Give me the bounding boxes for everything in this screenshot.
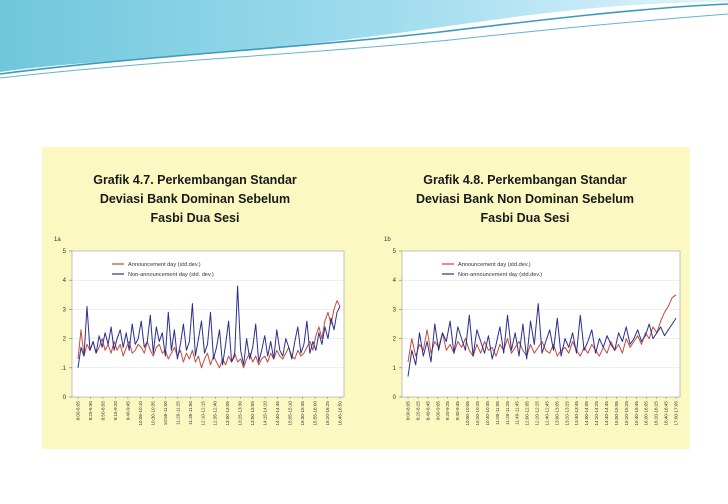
chart-1-y-tick-label: 3 xyxy=(63,307,67,313)
header-wave xyxy=(0,0,728,72)
chart-1-x-tick-label: 12:35-12:40 xyxy=(213,401,218,426)
chart-2-x-tick-label: 16:20-16:25 xyxy=(654,401,659,426)
chart-2-x-tick-label: 15:20-15:25 xyxy=(624,401,629,426)
chart-1: 1a 0 .1 2 3 4 5 8:00-8:05 8:25-8:30 8:50-8:55 9:15… xyxy=(54,237,345,426)
chart-1-x-tick-label: 8:50-8:55 xyxy=(100,401,105,421)
chart-2-x-tick-label: 14:00-14:05 xyxy=(584,401,589,426)
chart-2-x-tick-label: 13:00-13:05 xyxy=(554,401,559,426)
chart-2-x-tick-label: 11:20-11:25 xyxy=(505,401,510,425)
header-wave-line-1 xyxy=(0,3,728,75)
chart-2-y-tick-label: 4 xyxy=(393,278,397,284)
chart-2-title-line-1: Grafik 4.8. Perkembangan Standar xyxy=(423,173,627,187)
chart-2-legend-label-2: Non-announcement day (std.dev.) xyxy=(458,272,542,278)
chart-2-x-tick-label: 12:40-12:45 xyxy=(544,401,549,426)
chart-1-x-tick-label: 14:40-14:45 xyxy=(275,401,280,426)
chart-panel: Grafik 4.7. Perkembangan Standar Deviasi… xyxy=(42,147,690,449)
chart-1-title-line-1: Grafik 4.7. Perkembangan Standar xyxy=(93,173,297,187)
chart-1-x-tick-label: 14:15-14:20 xyxy=(263,401,268,426)
chart-2-x-tick-label: 8:20-8:25 xyxy=(415,401,420,421)
chart-2-legend-label-1: Announcement day (std.dev.) xyxy=(458,262,531,268)
chart-1-x-tick-label: 9:15-9:20 xyxy=(113,401,118,421)
chart-2-x-tick-label: 9:40-9:45 xyxy=(455,401,460,421)
chart-2-x-tick-label: 8:00-8:05 xyxy=(406,401,411,421)
chart-1-x-tick-label: 9:40-9:45 xyxy=(125,401,130,421)
chart-1-y-tick-label: 0 xyxy=(63,395,67,401)
chart-1-title-line-3: Fasbi Dua Sesi xyxy=(150,211,240,225)
chart-1-y-tick-label: 2 xyxy=(63,337,67,343)
header-wave-line-2 xyxy=(0,13,728,79)
chart-2-x-tick-label: 9:20-9:25 xyxy=(445,401,450,421)
chart-2-x-tick-label: 8:40-8:45 xyxy=(425,401,430,421)
chart-2-y-tick-label: 0 xyxy=(393,395,397,401)
chart-2-x-tick-label: 11:40-11:45 xyxy=(515,401,520,425)
chart-2-title: Grafik 4.8. Perkembangan Standar Deviasi… xyxy=(380,171,670,228)
chart-2-x-tick-label: 10:40-10:45 xyxy=(485,401,490,426)
chart-1-x-tick-label: 10:05-10:10 xyxy=(138,401,143,426)
chart-1-x-tick-label: 10:30-10:35 xyxy=(150,401,155,426)
chart-2-series-1-line xyxy=(407,294,677,363)
chart-2-plot-area xyxy=(401,250,681,398)
chart-1-y-tick-label: 4 xyxy=(63,278,67,284)
chart-1-x-tick-label: 13:00-13:05 xyxy=(225,401,230,426)
chart-2-x-tick-label: 9:00-9:05 xyxy=(435,401,440,421)
chart-2-x-tick-label: 13:20-13:25 xyxy=(564,401,569,426)
chart-2-y-tick-label: 2 xyxy=(393,337,397,343)
chart-1-y-tick-label: .1 xyxy=(61,366,67,372)
chart-2: 1b 0 1 2 3 4 5 8:00-8:05 8:20-8:25 8:40-8:45 9:00-… xyxy=(384,237,681,426)
chart-2-title-line-3: Fasbi Dua Sesi xyxy=(480,211,570,225)
chart-2-x-tick-label: 10:20-10:25 xyxy=(475,401,480,426)
chart-2-x-tick-label: 14:40-14:45 xyxy=(604,401,609,426)
chart-1-x-tick-label: 8:00-8:05 xyxy=(76,401,81,421)
chart-2-panel-label: 1b xyxy=(384,237,391,243)
chart-2-x-tick-label: 16:40-16:45 xyxy=(664,401,669,426)
chart-1-series-2-line xyxy=(77,285,341,368)
chart-2-x-tick-label: 14:20-14:25 xyxy=(594,401,599,426)
chart-1-y-tick-label: 5 xyxy=(63,249,67,255)
chart-2-x-tick-label: 13:40-13:45 xyxy=(574,401,579,426)
chart-2-x-tick-label: 17:00-17:05 xyxy=(674,401,679,426)
chart-1-x-tick-label: 15:05-15:10 xyxy=(288,401,293,426)
chart-1-plot-area xyxy=(71,250,345,398)
chart-1-x-tick-label: 10:55-11:00 xyxy=(163,401,168,426)
chart-2-series-2-line xyxy=(407,303,677,377)
chart-2-y-tick-label: 5 xyxy=(393,249,397,255)
chart-1-x-tick-label: 13:25-13:30 xyxy=(238,401,243,426)
chart-1-legend-label-2: Non-announcement day (std. dev.) xyxy=(128,272,214,278)
chart-1-x-tick-label: 12:10-12:15 xyxy=(200,401,205,426)
chart-1-x-tick-label: 8:25-8:30 xyxy=(88,401,93,421)
chart-1-x-tick-label: 11:45-11:50 xyxy=(188,401,193,425)
chart-2-x-tick-label: 12:00-12:05 xyxy=(525,401,530,426)
chart-2-x-tick-label: 12:20-12:25 xyxy=(535,401,540,426)
chart-1-legend-label-1: Announcement day (std.dev.) xyxy=(128,262,201,268)
chart-1-panel-label: 1a xyxy=(54,237,61,243)
chart-1-x-tick-label: 16:45-16:50 xyxy=(338,401,343,426)
chart-2-x-tick-label: 16:00-16:05 xyxy=(644,401,649,426)
chart-2-x-tick-label: 11:00-11:05 xyxy=(495,401,500,425)
chart-2-y-tick-label: 1 xyxy=(393,366,397,372)
chart-1-title-line-2: Deviasi Bank Dominan Sebelum xyxy=(99,192,291,206)
chart-1-x-tick-label: 15:55-16:00 xyxy=(313,401,318,426)
chart-1-x-tick-label: 16:20-16:25 xyxy=(325,401,330,426)
chart-2-x-tick-label: 15:40-15:45 xyxy=(634,401,639,426)
chart-2-title-line-2: Deviasi Bank Non Dominan Sebelum xyxy=(415,192,635,206)
slide-header-decoration xyxy=(0,0,728,79)
chart-1-title: Grafik 4.7. Perkembangan Standar Deviasi… xyxy=(60,171,330,228)
chart-1-x-tick-label: 15:30-15:35 xyxy=(300,401,305,426)
chart-1-x-tick-label: 13:50-13:55 xyxy=(250,401,255,426)
chart-2-x-tick-label: 15:00-15:05 xyxy=(614,401,619,426)
chart-2-x-tick-label: 10:00-10:05 xyxy=(465,401,470,426)
chart-1-series-1-line xyxy=(77,300,341,369)
chart-2-y-tick-label: 3 xyxy=(393,307,397,313)
chart-1-x-tick-label: 11:20-11:25 xyxy=(175,401,180,425)
